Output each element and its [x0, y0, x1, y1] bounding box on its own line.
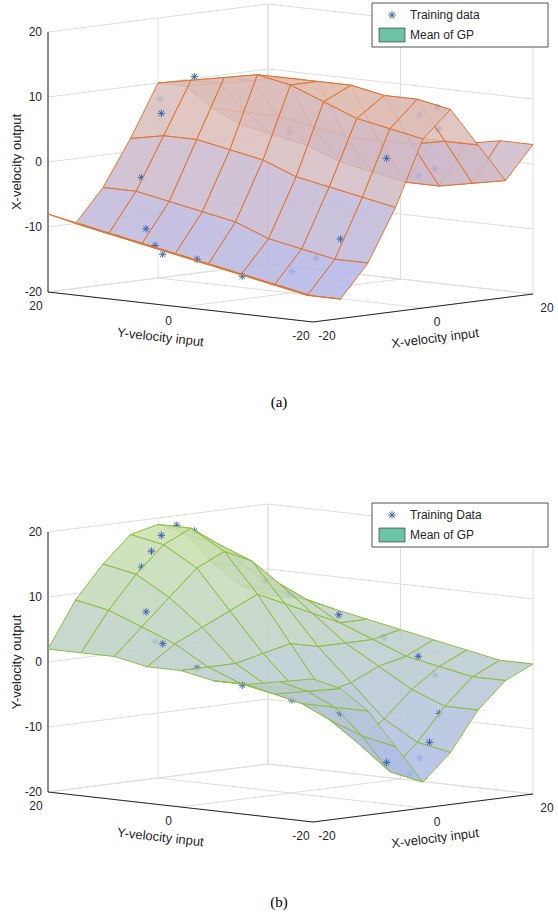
svg-text:20: 20 [540, 801, 554, 815]
svg-text:-20: -20 [292, 829, 310, 843]
svg-text:10: 10 [29, 90, 43, 104]
svg-text:Y-velocity input: Y-velocity input [116, 825, 204, 850]
svg-text:X-velocity output: X-velocity output [9, 114, 24, 210]
svg-text:0: 0 [434, 315, 441, 329]
svg-text:10: 10 [29, 590, 43, 604]
svg-text:0: 0 [434, 815, 441, 829]
svg-text:20: 20 [29, 299, 43, 313]
svg-text:20: 20 [29, 25, 43, 39]
svg-text:Mean of GP: Mean of GP [410, 528, 474, 542]
svg-text:(b): (b) [270, 894, 288, 911]
svg-text:0: 0 [35, 655, 42, 669]
svg-text:-20: -20 [25, 285, 43, 299]
svg-text:(a): (a) [271, 394, 288, 411]
svg-text:Training data: Training data [410, 8, 480, 22]
svg-text:-10: -10 [25, 220, 43, 234]
svg-text:Y-velocity input: Y-velocity input [116, 325, 204, 350]
svg-text:0: 0 [165, 314, 172, 328]
svg-text:-20: -20 [318, 329, 336, 343]
svg-text:20: 20 [29, 525, 43, 539]
svg-text:X-velocity input: X-velocity input [390, 325, 480, 351]
svg-text:-20: -20 [25, 785, 43, 799]
svg-text:Training Data: Training Data [410, 508, 482, 522]
svg-text:-20: -20 [292, 329, 310, 343]
svg-text:-10: -10 [25, 720, 43, 734]
svg-text:0: 0 [35, 155, 42, 169]
svg-text:0: 0 [165, 814, 172, 828]
svg-text:20: 20 [540, 301, 554, 315]
svg-text:20: 20 [29, 799, 43, 813]
svg-text:Mean of GP: Mean of GP [410, 28, 474, 42]
svg-text:Y-velocity output: Y-velocity output [9, 614, 24, 709]
svg-text:-20: -20 [318, 829, 336, 843]
svg-text:X-velocity input: X-velocity input [390, 825, 480, 851]
